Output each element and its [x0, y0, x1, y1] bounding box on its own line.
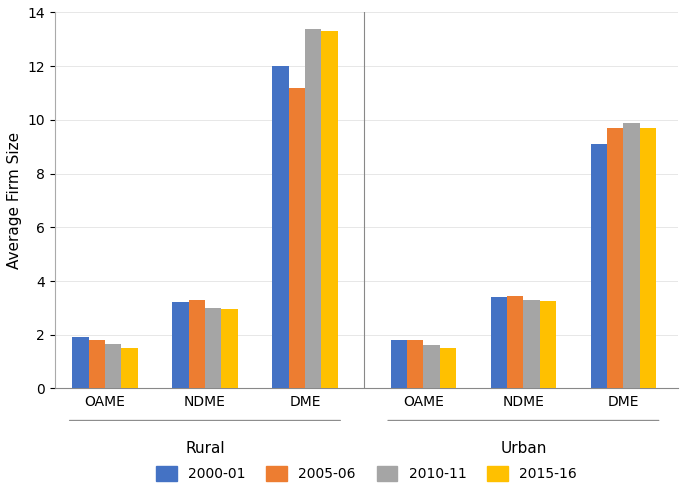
Bar [590, 144, 607, 388]
Text: Rural: Rural [185, 441, 225, 456]
Bar [88, 340, 105, 388]
Bar [105, 344, 121, 388]
Y-axis label: Average Firm Size: Average Firm Size [7, 132, 22, 269]
Bar [121, 348, 138, 388]
Bar [288, 88, 305, 388]
Bar [172, 302, 188, 388]
Bar [607, 128, 623, 388]
Bar [321, 31, 338, 388]
Bar [72, 338, 88, 388]
Bar [205, 308, 221, 388]
Bar [507, 296, 523, 388]
Text: Urban: Urban [500, 441, 547, 456]
Bar [390, 340, 407, 388]
Bar [273, 66, 288, 388]
Bar [623, 123, 640, 388]
Bar [490, 297, 507, 388]
Bar [305, 28, 321, 388]
Bar [221, 309, 238, 388]
Legend: 2000-01, 2005-06, 2010-11, 2015-16: 2000-01, 2005-06, 2010-11, 2015-16 [151, 461, 582, 487]
Bar [640, 128, 656, 388]
Bar [188, 300, 205, 388]
Bar [423, 346, 440, 388]
Bar [407, 340, 423, 388]
Bar [523, 300, 540, 388]
Bar [440, 348, 456, 388]
Bar [540, 301, 556, 388]
